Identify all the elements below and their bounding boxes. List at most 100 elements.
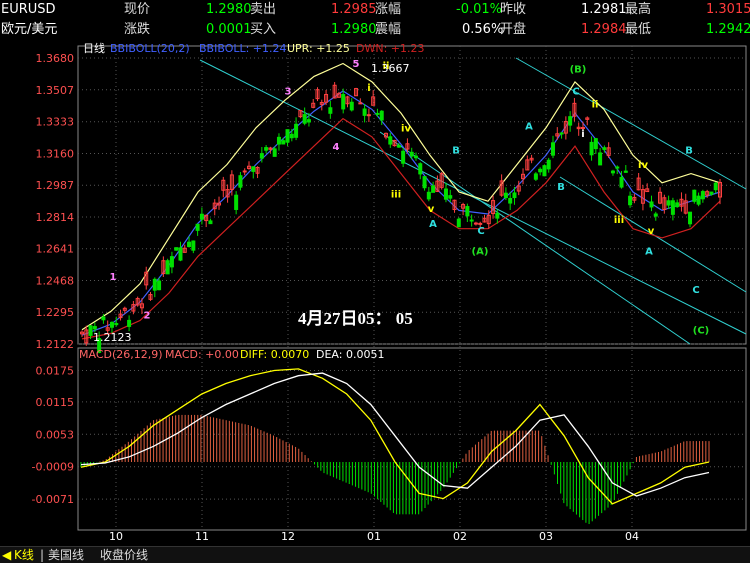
candle-body <box>456 218 461 228</box>
quote-label: 涨幅 <box>375 2 402 17</box>
candle-body <box>443 188 448 200</box>
quote-label: 卖出 <box>250 2 277 17</box>
candle-body <box>234 194 239 210</box>
candle-body <box>683 200 688 214</box>
candle-body <box>315 89 320 100</box>
candle-body <box>362 108 367 116</box>
kline-svg[interactable]: 1.3680 1.3507 1.3333 1.3160 1.2987 1.2814 1.26… <box>0 42 750 546</box>
candle-body <box>165 260 170 275</box>
candle-body <box>388 136 393 145</box>
low-price-label: 1.2123 <box>93 331 132 344</box>
candle-body <box>469 219 474 222</box>
y-tick-label: 1.3160 <box>36 147 75 160</box>
candle-body <box>251 166 256 172</box>
candle-body <box>157 280 162 291</box>
candle-body <box>491 200 496 215</box>
quote-label: 最低 <box>625 22 652 37</box>
wave-label: iii <box>614 215 624 226</box>
quote-value: 1.2984 <box>581 22 627 37</box>
candle-body <box>465 206 470 217</box>
candle-body <box>84 329 89 344</box>
quote-value: 1.2985 <box>331 2 377 17</box>
dea-value: DEA: 0.0051 <box>316 348 384 361</box>
macd-frame <box>77 347 747 531</box>
candle-body <box>242 170 247 173</box>
candle-body <box>700 191 705 200</box>
wave-label: C <box>572 87 579 98</box>
wave-label: C <box>477 226 484 237</box>
quote-label: 震幅 <box>375 22 402 37</box>
candle-body <box>653 213 658 217</box>
y-tick-label: 1.3507 <box>36 84 75 97</box>
candle-body <box>495 212 500 219</box>
candle-body <box>679 198 684 207</box>
candle-body <box>127 319 132 327</box>
candle-body <box>289 133 294 139</box>
candle-body <box>473 222 478 225</box>
candle-body <box>109 321 114 328</box>
candle-body <box>580 127 585 130</box>
candle-body <box>371 96 376 106</box>
tab-close-line[interactable]: 收盘价线 <box>100 548 149 562</box>
candle-body <box>105 327 110 331</box>
y-tick-label: 0.0115 <box>36 396 75 409</box>
candle-body <box>80 331 84 335</box>
candle-body <box>658 191 663 204</box>
wave-label: A <box>645 246 653 257</box>
candle-body <box>285 129 290 143</box>
wave-label: 3 <box>285 87 292 98</box>
y-tick-label: 1.2641 <box>36 243 75 256</box>
wave-label: A <box>525 122 533 133</box>
candle-body <box>636 177 641 191</box>
wave-label: iv <box>638 160 648 171</box>
symbol-name: 欧元/美元 <box>1 22 58 37</box>
candle-body <box>311 102 316 108</box>
tab-ohlc[interactable]: 美国线 <box>48 548 85 562</box>
candle-body <box>187 241 192 248</box>
wave-label: v <box>428 204 435 215</box>
band-bbiboll <box>81 90 721 336</box>
x-tick-label: 02 <box>453 530 467 543</box>
candle-body <box>563 121 568 134</box>
candle-body <box>610 170 615 174</box>
y-tick-label: 0.0053 <box>36 428 75 441</box>
candle-body <box>705 191 710 196</box>
candle-body <box>195 223 200 231</box>
candle-body <box>135 298 140 306</box>
candle-body <box>640 189 645 204</box>
candle-body <box>264 147 269 151</box>
candle-body <box>529 157 534 161</box>
candle-body <box>259 153 264 159</box>
candle-body <box>418 163 423 175</box>
symbol-code: EURUSD <box>1 2 56 17</box>
tab-kline[interactable]: K线 <box>14 548 34 562</box>
y-tick-label: -0.0009 <box>32 461 74 474</box>
candle-body <box>272 148 277 157</box>
quote-label: 开盘 <box>500 22 527 37</box>
wave-label: iv <box>401 123 411 134</box>
candle-body <box>92 326 97 330</box>
candle-body <box>568 116 573 126</box>
candle-body <box>396 144 401 148</box>
candle-body <box>542 165 547 177</box>
candle-body <box>499 180 504 196</box>
candle-body <box>392 139 397 147</box>
grid <box>77 45 747 531</box>
band-dwn <box>81 117 721 340</box>
candle-body <box>559 132 564 135</box>
channel-line <box>515 57 747 190</box>
candle-body <box>401 150 406 164</box>
candle-body <box>555 133 560 137</box>
candle-body <box>302 114 307 124</box>
chart-area[interactable]: 1.3680 1.3507 1.3333 1.3160 1.2987 1.2814 1.26… <box>0 42 750 546</box>
candle-body <box>88 325 93 336</box>
candle-body <box>328 107 333 114</box>
candle-body <box>384 132 389 138</box>
candle-body <box>118 313 123 319</box>
dea-line <box>80 372 710 497</box>
candle-body <box>306 119 311 123</box>
quote-label: 买入 <box>250 22 277 37</box>
x-tick-label: 03 <box>539 530 553 543</box>
candle-body <box>204 214 209 222</box>
candle-body <box>713 182 718 191</box>
